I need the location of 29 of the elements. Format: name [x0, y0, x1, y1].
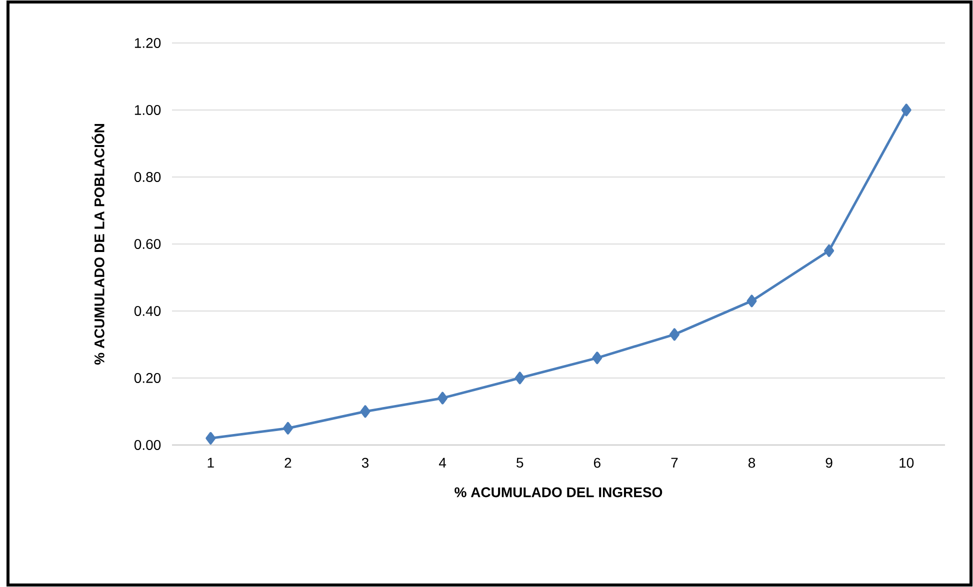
y-axis-title: % ACUMULADO DE LA POBLACIÓN — [92, 124, 104, 365]
point — [824, 244, 834, 257]
point — [438, 392, 448, 404]
x-tick-label: 2 — [284, 458, 292, 468]
x-tick-label: 4 — [438, 458, 446, 468]
x-tick-label: 3 — [362, 458, 369, 468]
x-tick-label: 9 — [826, 458, 832, 468]
x-axis-title: % ACUMULADO DEL INGRESO — [454, 487, 662, 498]
point — [901, 104, 912, 116]
point — [669, 328, 680, 341]
x-tick-label: 10 — [900, 458, 914, 468]
point — [514, 372, 525, 384]
x-tick-label: 8 — [748, 458, 756, 468]
y-tick-label: 0.20 — [134, 373, 161, 383]
point — [282, 422, 293, 434]
x-tick-label: 7 — [671, 458, 678, 468]
x-tick-label: 5 — [516, 458, 524, 468]
y-tick-label: 0.80 — [134, 172, 161, 182]
y-tick-label: 0.40 — [134, 306, 161, 316]
point — [206, 432, 216, 445]
point — [746, 294, 757, 308]
x-tick-label: 1 — [208, 458, 214, 468]
y-tick-label: 1.20 — [134, 38, 161, 48]
point — [592, 352, 602, 364]
y-tick-label: 0.00 — [134, 440, 161, 450]
x-tick-label: 6 — [594, 458, 600, 468]
point — [360, 405, 370, 418]
y-tick-label: 0.60 — [134, 239, 161, 249]
y-tick-label: 1.00 — [134, 105, 161, 115]
